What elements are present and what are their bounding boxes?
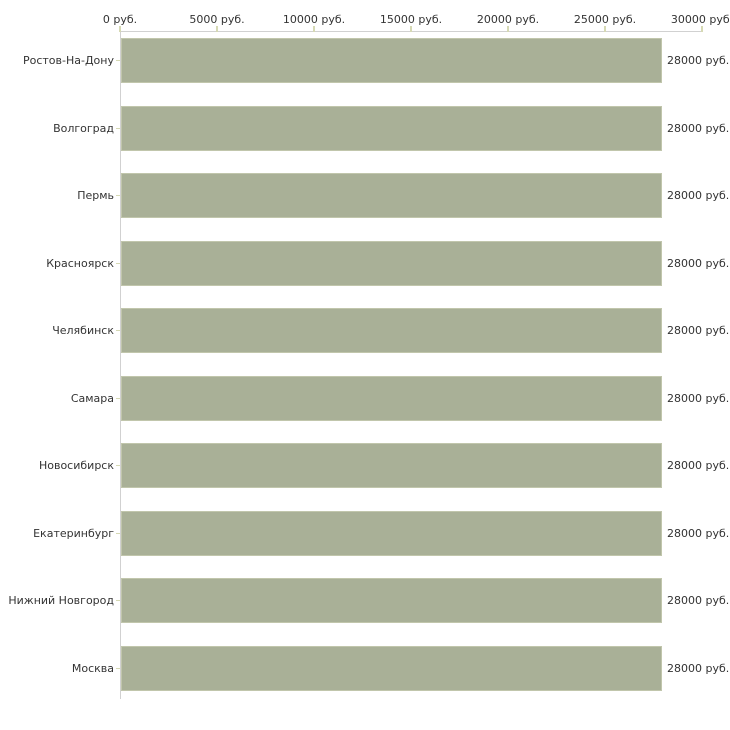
x-axis-tick-mark [119, 26, 121, 32]
bar [121, 646, 662, 691]
x-axis-tick-mark [216, 26, 218, 32]
category-label: Екатеринбург [33, 527, 114, 540]
category-tick-mark [116, 263, 120, 264]
x-axis-tick-label: 0 руб. [102, 13, 138, 26]
x-axis-tick-label: 10000 руб. [282, 13, 346, 26]
bar [121, 376, 662, 421]
value-label: 28000 руб. [667, 257, 730, 270]
category-tick-mark [116, 533, 120, 534]
category-label: Москва [71, 662, 114, 675]
bar [121, 241, 662, 286]
bar [121, 106, 662, 151]
y-axis-line [120, 31, 121, 699]
x-axis-tick-mark [313, 26, 315, 32]
category-tick-mark [116, 398, 120, 399]
x-axis-tick-label: 15000 руб. [379, 13, 443, 26]
value-label: 28000 руб. [667, 527, 730, 540]
value-label: 28000 руб. [667, 189, 730, 202]
value-label: 28000 руб. [667, 459, 730, 472]
x-axis-tick-label: 25000 руб. [573, 13, 637, 26]
x-axis-tick-label: 30000 руб. [670, 13, 730, 26]
category-tick-mark [116, 330, 120, 331]
category-label: Ростов-На-Дону [22, 54, 114, 67]
category-label: Самара [70, 392, 114, 405]
category-tick-mark [116, 128, 120, 129]
x-axis-tick-mark [410, 26, 412, 32]
x-axis-tick-mark [507, 26, 509, 32]
value-label: 28000 руб. [667, 662, 730, 675]
x-axis-tick-mark [604, 26, 606, 32]
category-tick-mark [116, 600, 120, 601]
value-label: 28000 руб. [667, 594, 730, 607]
category-label: Челябинск [52, 324, 114, 337]
category-label: Пермь [77, 189, 114, 202]
category-label: Новосибирск [38, 459, 114, 472]
x-axis-tick-label: 20000 руб. [476, 13, 540, 26]
bar [121, 173, 662, 218]
x-axis-tick-label: 5000 руб. [189, 13, 245, 26]
bar [121, 511, 662, 556]
bar [121, 443, 662, 488]
value-label: 28000 руб. [667, 392, 730, 405]
bar [121, 578, 662, 623]
category-tick-mark [116, 195, 120, 196]
value-label: 28000 руб. [667, 324, 730, 337]
category-tick-mark [116, 668, 120, 669]
category-label: Волгоград [53, 122, 114, 135]
x-axis-tick-mark [701, 26, 703, 32]
category-tick-mark [116, 465, 120, 466]
bar [121, 38, 662, 83]
category-tick-mark [116, 60, 120, 61]
category-label: Красноярск [46, 257, 114, 270]
bar [121, 308, 662, 353]
value-label: 28000 руб. [667, 122, 730, 135]
value-label: 28000 руб. [667, 54, 730, 67]
category-label: Нижний Новгород [8, 594, 114, 607]
